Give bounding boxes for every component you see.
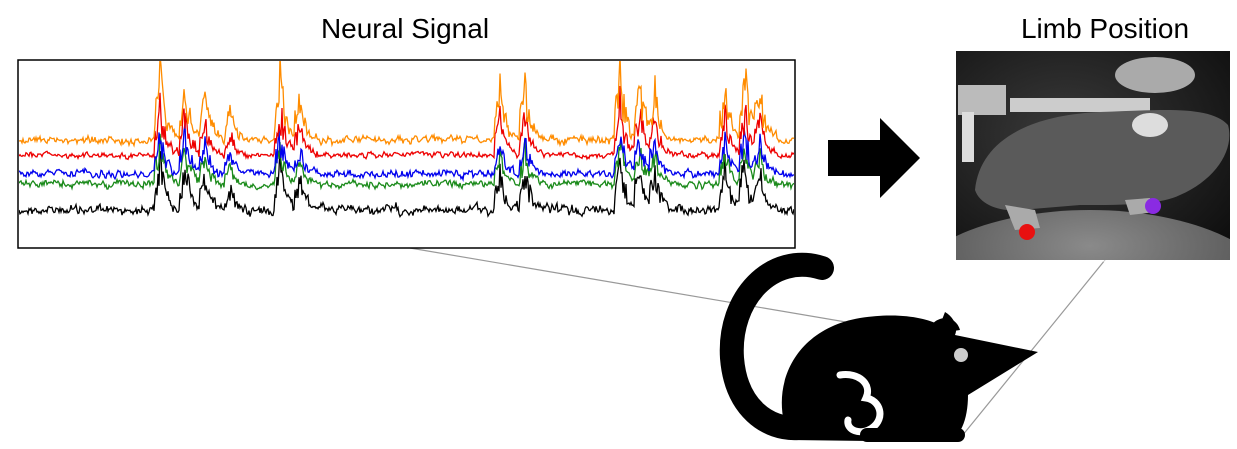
connector-line (961, 259, 1106, 437)
signal-trace (19, 133, 794, 191)
signal-trace (19, 61, 794, 148)
signal-trace (19, 123, 794, 183)
panel-title: Neural Signal (321, 13, 489, 44)
signal-trace (19, 85, 794, 161)
mouse-icon (719, 252, 1038, 442)
arrow (828, 118, 920, 198)
signal-traces (19, 61, 794, 219)
photo-frame (954, 49, 1232, 262)
limb-photo (956, 51, 1230, 260)
signal-trace (19, 148, 794, 219)
panel-title: Limb Position (1021, 13, 1189, 44)
